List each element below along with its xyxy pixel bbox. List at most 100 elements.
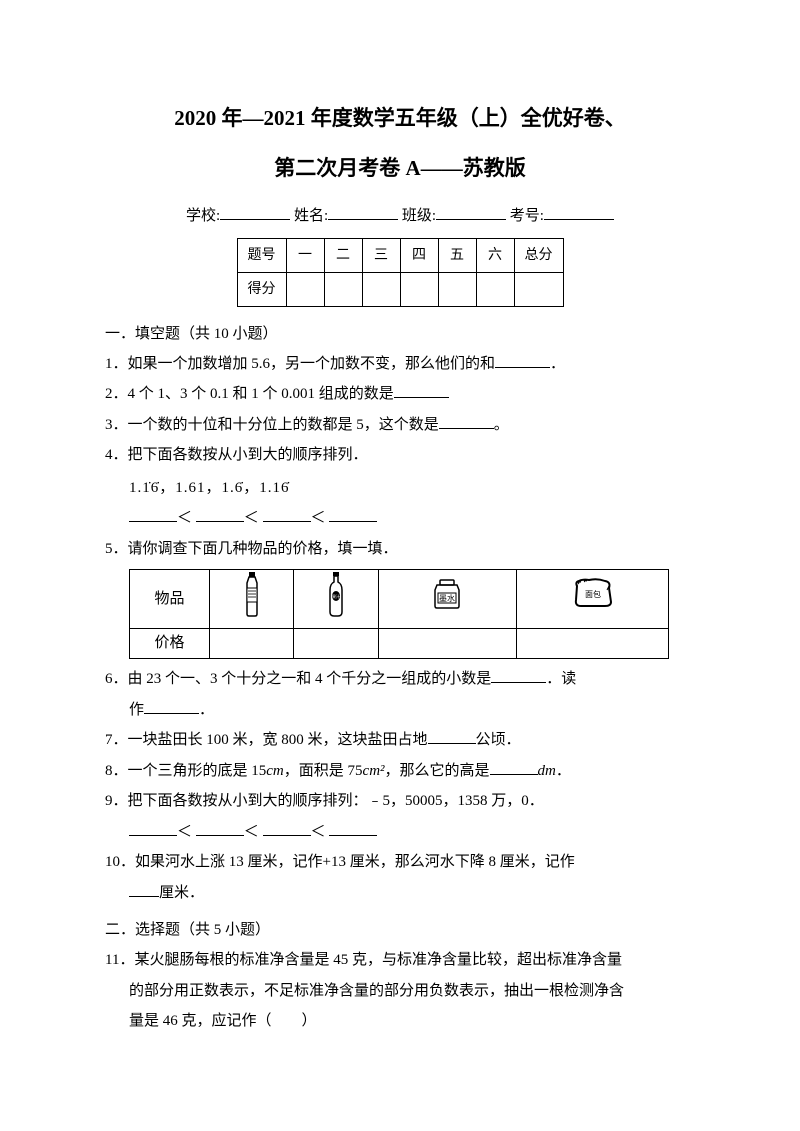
lt-6: ＜ bbox=[311, 824, 326, 840]
q2-blank[interactable] bbox=[394, 382, 449, 398]
lt-1: ＜ bbox=[177, 510, 192, 526]
score-col-2: 二 bbox=[324, 238, 362, 272]
score-cell[interactable] bbox=[324, 272, 362, 306]
name-label: 姓名: bbox=[294, 208, 328, 224]
question-2: 2．4 个 1、3 个 0.1 和 1 个 0.001 组成的数是 bbox=[105, 380, 695, 409]
score-cell[interactable] bbox=[286, 272, 324, 306]
ink-bottle-icon: 墨水 bbox=[427, 574, 467, 614]
q3-blank[interactable] bbox=[439, 413, 494, 429]
score-cell[interactable] bbox=[362, 272, 400, 306]
items-header: 物品 bbox=[130, 570, 210, 629]
q7-blank[interactable] bbox=[428, 728, 476, 744]
section-1-heading: 一．填空题（共 10 小题） bbox=[105, 321, 695, 348]
q4-blank-2[interactable] bbox=[196, 506, 244, 522]
score-col-5: 五 bbox=[438, 238, 476, 272]
price-header: 价格 bbox=[130, 629, 210, 659]
q8-text-d: ． bbox=[556, 763, 571, 779]
q10-text-b: 厘米． bbox=[159, 885, 204, 901]
item-cell-bottle bbox=[210, 570, 294, 629]
items-table: 物品 果汁 墨水 bbox=[129, 569, 669, 659]
q1-end: ． bbox=[550, 356, 565, 372]
score-col-7: 总分 bbox=[514, 238, 563, 272]
q4-blank-4[interactable] bbox=[329, 506, 377, 522]
score-col-6: 六 bbox=[476, 238, 514, 272]
lt-5: ＜ bbox=[244, 824, 259, 840]
q4-blank-1[interactable] bbox=[129, 506, 177, 522]
section-2-heading: 二．选择题（共 5 小题） bbox=[105, 917, 695, 944]
q7-text-a: 7．一块盐田长 100 米，宽 800 米，这块盐田占地 bbox=[105, 732, 428, 748]
name-blank[interactable] bbox=[328, 202, 398, 220]
student-info-line: 学校: 姓名: 班级: 考号: bbox=[105, 202, 695, 230]
class-label: 班级: bbox=[402, 208, 436, 224]
svg-text:墨水: 墨水 bbox=[439, 593, 455, 603]
items-row: 物品 果汁 墨水 bbox=[130, 570, 669, 629]
question-4-numbers: 1.1̇6̇，1.61，1.6̇，1.16̇ bbox=[105, 474, 695, 503]
item-cell-juice: 果汁 bbox=[294, 570, 378, 629]
question-11-line2: 的部分用正数表示，不足标准净含量的部分用负数表示，抽出一根检测净含 bbox=[105, 977, 695, 1006]
score-cell[interactable] bbox=[400, 272, 438, 306]
question-3: 3．一个数的十位和十分位上的数都是 5，这个数是 。 bbox=[105, 411, 695, 440]
question-4-answer: ＜ ＜ ＜ bbox=[105, 504, 695, 533]
q10-blank[interactable] bbox=[129, 881, 159, 897]
price-cell[interactable] bbox=[294, 629, 378, 659]
q9-blank-1[interactable] bbox=[129, 820, 177, 836]
q6-text-a: 6．由 23 个一、3 个十分之一和 4 个千分之一组成的小数是 bbox=[105, 671, 491, 687]
price-cell[interactable] bbox=[517, 629, 669, 659]
score-col-3: 三 bbox=[362, 238, 400, 272]
school-label: 学校: bbox=[186, 208, 220, 224]
q8-text-a: 8．一个三角形的底是 15 bbox=[105, 763, 266, 779]
class-blank[interactable] bbox=[436, 202, 506, 220]
q6-blank-2[interactable] bbox=[144, 698, 199, 714]
question-5: 5．请你调查下面几种物品的价格，填一填． bbox=[105, 535, 695, 564]
q7-text-b: 公顷． bbox=[476, 732, 521, 748]
score-cell[interactable] bbox=[438, 272, 476, 306]
price-row: 价格 bbox=[130, 629, 669, 659]
q3-end: 。 bbox=[494, 417, 509, 433]
q6-blank-1[interactable] bbox=[491, 667, 546, 683]
score-col-1: 一 bbox=[286, 238, 324, 272]
question-9-answer: ＜ ＜ ＜ bbox=[105, 818, 695, 847]
lt-2: ＜ bbox=[244, 510, 259, 526]
q8-blank[interactable] bbox=[490, 759, 538, 775]
q4-blank-3[interactable] bbox=[263, 506, 311, 522]
price-cell[interactable] bbox=[378, 629, 516, 659]
id-blank[interactable] bbox=[544, 202, 614, 220]
q8-dm: dm bbox=[538, 763, 556, 779]
lt-4: ＜ bbox=[177, 824, 192, 840]
score-col-4: 四 bbox=[400, 238, 438, 272]
item-cell-ink: 墨水 bbox=[378, 570, 516, 629]
question-10: 10．如果河水上涨 13 厘米，记作+13 厘米，那么河水下降 8 厘米，记作 bbox=[105, 848, 695, 877]
q8-text-c: ，那么它的高是 bbox=[385, 763, 490, 779]
svg-text:果汁: 果汁 bbox=[332, 593, 340, 599]
score-cell[interactable] bbox=[514, 272, 563, 306]
question-1: 1．如果一个加数增加 5.6，另一个加数不变，那么他们的和． bbox=[105, 350, 695, 379]
question-11-line1: 11．某火腿肠每根的标准净含量是 45 克，与标准净含量比较，超出标准净含量 bbox=[105, 946, 695, 975]
q1-blank[interactable] bbox=[495, 352, 550, 368]
bottle-icon bbox=[240, 570, 264, 618]
score-row-label-1: 题号 bbox=[237, 238, 286, 272]
juice-bottle-icon: 果汁 bbox=[324, 570, 348, 618]
q9-blank-3[interactable] bbox=[263, 820, 311, 836]
q2-text: 2．4 个 1、3 个 0.1 和 1 个 0.001 组成的数是 bbox=[105, 386, 394, 402]
score-table: 题号 一 二 三 四 五 六 总分 得分 bbox=[237, 238, 564, 307]
lt-3: ＜ bbox=[311, 510, 326, 526]
q9-blank-4[interactable] bbox=[329, 820, 377, 836]
question-9: 9．把下面各数按从小到大的顺序排列：﹣5，50005，1358 万，0． bbox=[105, 787, 695, 816]
score-cell[interactable] bbox=[476, 272, 514, 306]
question-6-line2: 作． bbox=[105, 696, 695, 725]
school-blank[interactable] bbox=[220, 202, 290, 220]
question-11-line3: 量是 46 克，应记作（ ） bbox=[105, 1007, 695, 1036]
q6-text-b: ．读 bbox=[546, 671, 576, 687]
bread-icon: 面包 bbox=[571, 576, 615, 612]
question-6: 6．由 23 个一、3 个十分之一和 4 个千分之一组成的小数是 ．读 bbox=[105, 665, 695, 694]
q8-cm: cm bbox=[266, 763, 284, 779]
price-cell[interactable] bbox=[210, 629, 294, 659]
q10-text-a: 10．如果河水上涨 13 厘米，记作+13 厘米，那么河水下降 8 厘米，记作 bbox=[105, 854, 575, 870]
score-value-row: 得分 bbox=[237, 272, 563, 306]
score-row-label-2: 得分 bbox=[237, 272, 286, 306]
q9-blank-2[interactable] bbox=[196, 820, 244, 836]
q3-text: 3．一个数的十位和十分位上的数都是 5，这个数是 bbox=[105, 417, 439, 433]
score-header-row: 题号 一 二 三 四 五 六 总分 bbox=[237, 238, 563, 272]
q6-text-c: 作 bbox=[129, 702, 144, 718]
id-label: 考号: bbox=[510, 208, 544, 224]
